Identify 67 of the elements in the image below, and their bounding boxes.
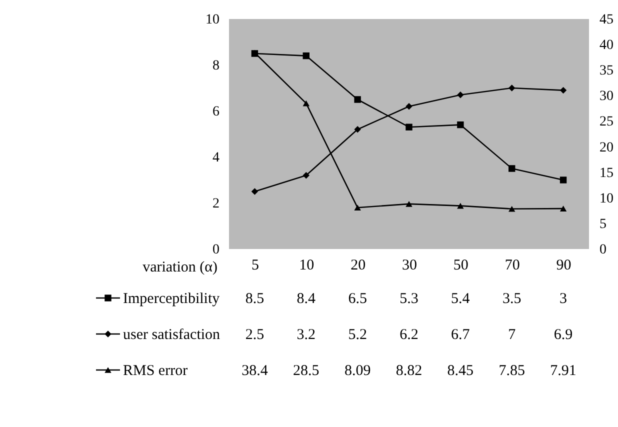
point <box>508 206 516 212</box>
point <box>457 121 464 128</box>
data-label: 3.5 <box>502 291 522 307</box>
y-tick-label: 10 <box>206 12 220 28</box>
point <box>457 92 464 98</box>
data-label: 3 <box>560 291 568 307</box>
data-label: 6.9 <box>554 327 573 343</box>
legend-label: RMS error <box>123 363 188 379</box>
data-label: 3.2 <box>296 327 316 343</box>
data-label: 6.5 <box>348 291 367 307</box>
point <box>560 206 567 212</box>
y2-tick-label: 20 <box>600 140 614 156</box>
point <box>354 126 361 133</box>
y2-tick-label: 0 <box>600 242 606 258</box>
x-tick-label: 20 <box>350 258 366 274</box>
data-label: 8.4 <box>296 291 316 307</box>
point <box>508 165 516 172</box>
data-label: 5.2 <box>348 327 367 343</box>
y-tick-label: 4 <box>212 150 220 166</box>
data-label: 8.82 <box>396 363 422 379</box>
point <box>302 172 310 179</box>
x-tick-label: 10 <box>299 258 314 274</box>
y-tick-label: 2 <box>212 196 220 212</box>
y-tick-label: 8 <box>212 58 220 74</box>
x-tick-label: 50 <box>453 258 468 274</box>
y2-tick-label: 45 <box>600 12 614 28</box>
point <box>560 86 567 94</box>
y2-tick-label: 30 <box>600 89 614 104</box>
point <box>251 188 258 195</box>
point <box>406 201 412 207</box>
point <box>457 202 464 209</box>
data-label: 38.4 <box>242 363 268 379</box>
data-label: 8.09 <box>344 363 371 379</box>
data-label: 7.91 <box>550 363 576 379</box>
point <box>406 124 412 130</box>
data-label: 6.7 <box>451 327 470 343</box>
y2-tick-label: 35 <box>600 64 614 79</box>
x-tick-label: 70 <box>504 258 520 274</box>
point <box>406 103 412 110</box>
point <box>560 176 567 184</box>
legend-label: user satisfaction <box>123 327 221 343</box>
x-tick-label: 5 <box>251 258 259 274</box>
point <box>354 204 361 211</box>
data-label: 7.85 <box>498 363 525 379</box>
data-label: 8.45 <box>447 363 474 379</box>
y2-tick-label: 5 <box>600 216 606 232</box>
y2-tick-label: 10 <box>600 191 614 206</box>
x-tick-label: 30 <box>402 258 417 274</box>
y2-tick-label: 25 <box>600 114 614 130</box>
data-label: 5.3 <box>400 291 418 307</box>
data-label: 6.2 <box>400 327 418 343</box>
y-tick-label: 6 <box>212 104 220 120</box>
x-tick-label: 90 <box>556 258 572 274</box>
data-label: 8.5 <box>245 291 264 307</box>
data-label: 28.5 <box>293 363 320 379</box>
data-label: 2.5 <box>245 327 264 343</box>
data-label: 7 <box>508 327 516 343</box>
data-label: 5.4 <box>451 291 470 307</box>
point <box>508 84 516 92</box>
point <box>302 100 310 106</box>
x-axis-title: variation (α) <box>142 260 218 276</box>
y2-tick-label: 40 <box>600 38 614 54</box>
point <box>302 52 310 60</box>
point <box>354 96 361 103</box>
y2-tick-label: 15 <box>600 166 614 181</box>
y-tick-label: 0 <box>212 242 220 258</box>
legend-label: Imperceptibility <box>123 291 220 307</box>
